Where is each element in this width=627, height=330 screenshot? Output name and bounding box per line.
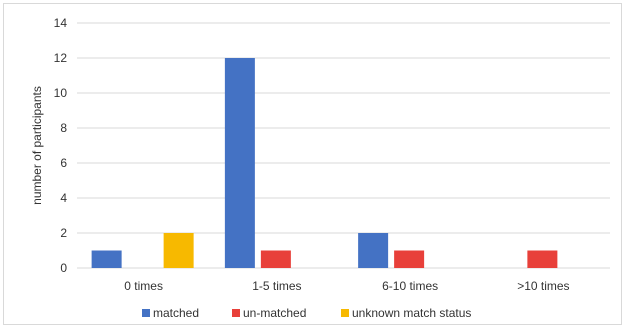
legend: matched un-matched unknown match status <box>142 306 471 320</box>
bars <box>91 58 558 268</box>
y-tick-label: 0 <box>60 261 67 275</box>
legend-label: unknown match status <box>352 306 471 320</box>
bar-matched-0 <box>91 250 122 268</box>
legend-swatch <box>341 309 349 317</box>
legend-swatch <box>232 309 240 317</box>
y-tick-label: 14 <box>54 16 68 30</box>
gridlines <box>77 22 610 269</box>
bar-un-matched-2 <box>394 250 425 268</box>
y-axis-title: number of participants <box>30 86 44 205</box>
bar-un-matched-1 <box>260 250 291 268</box>
y-tick-label: 8 <box>60 121 67 135</box>
x-tick-label: 0 times <box>124 279 163 293</box>
y-tick-labels: 0 2 4 6 8 10 12 14 <box>54 16 68 275</box>
bar-matched-2 <box>358 233 389 268</box>
legend-label: matched <box>153 306 199 320</box>
y-tick-label: 12 <box>54 51 68 65</box>
x-tick-label: 6-10 times <box>382 279 438 293</box>
legend-swatch <box>142 309 150 317</box>
y-tick-label: 10 <box>54 86 68 100</box>
x-tick-label: >10 times <box>517 279 569 293</box>
legend-label: un-matched <box>243 306 306 320</box>
y-tick-label: 6 <box>60 156 67 170</box>
chart-frame <box>3 3 622 325</box>
x-tick-label: 1-5 times <box>252 279 301 293</box>
y-tick-label: 2 <box>60 226 67 240</box>
x-tick-labels: 0 times 1-5 times 6-10 times >10 times <box>124 279 569 293</box>
bar-un-matched-3 <box>527 250 558 268</box>
bar-matched-1 <box>224 58 255 268</box>
y-tick-label: 4 <box>60 191 67 205</box>
bar-unknown-match-status-0 <box>163 233 194 268</box>
